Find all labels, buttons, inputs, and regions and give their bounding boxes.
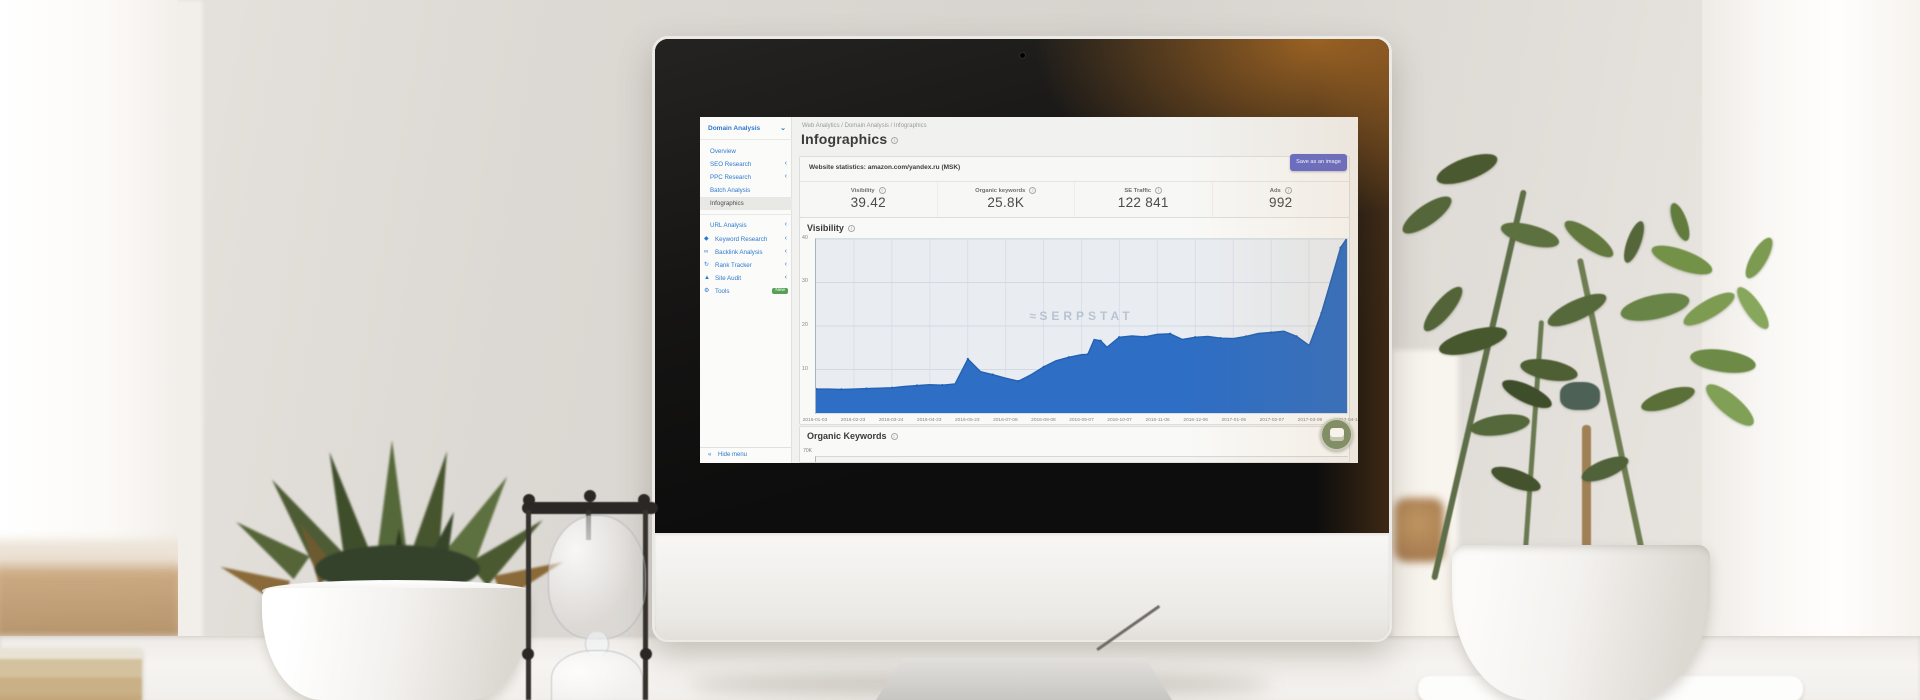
webcam-dot <box>1019 52 1026 59</box>
divider <box>700 139 792 140</box>
stat-value: 992 <box>1269 195 1293 211</box>
chevron-left-icon <box>785 248 787 255</box>
stats-card: Website statistics: amazon.com/yandex.ru… <box>799 156 1350 219</box>
support-stick <box>1582 425 1591 585</box>
serpstat-app: Domain Analysis Overview SEO Research PP… <box>700 117 1358 463</box>
sidebar-item-batch-analysis[interactable]: Batch Analysis <box>710 187 751 194</box>
book <box>0 648 142 700</box>
info-icon[interactable] <box>1029 187 1037 194</box>
sidebar-item-rank-tracker[interactable]: Rank Tracker <box>700 259 792 272</box>
info-icon[interactable] <box>878 187 886 194</box>
site-statistics-line: Website statistics: amazon.com/yandex.ru… <box>809 164 961 171</box>
chevron-left-icon <box>785 173 787 180</box>
window-frame <box>178 0 206 700</box>
sidebar-item-site-audit[interactable]: Site Audit <box>700 272 792 285</box>
chevron-left-icon <box>785 274 787 281</box>
sidebar-item-infographics[interactable]: Infographics <box>700 197 792 210</box>
sidebar-item-ppc-research[interactable]: PPC Research <box>700 171 792 184</box>
sidebar: Domain Analysis Overview SEO Research PP… <box>700 117 792 463</box>
right-pot <box>1452 545 1710 700</box>
visibility-section-title: Visibility <box>807 223 855 233</box>
chevron-left-icon <box>785 261 787 268</box>
x-axis-labels: 2016-01-03 2016-02-23 2016-03-24 2016-04-23… <box>802 418 1358 423</box>
stat-visibility: Visibility39.42 <box>800 182 937 219</box>
wooden-knob-blur <box>1394 498 1444 562</box>
refresh-icon <box>704 262 709 268</box>
page-title: Infographics <box>801 131 899 147</box>
visibility-area-chart[interactable]: SERPSTAT <box>815 238 1348 414</box>
save-screenshot-fab[interactable] <box>1320 418 1353 451</box>
hourglass-upper-bulb <box>548 515 646 639</box>
organic-chart-clipped <box>815 456 1348 462</box>
divider <box>700 214 792 215</box>
info-icon[interactable] <box>1284 187 1292 194</box>
serpstat-watermark: SERPSTAT <box>816 309 1347 323</box>
sidebar-section-domain-analysis[interactable]: Domain Analysis <box>700 122 792 136</box>
y-tick: 20 <box>801 322 808 328</box>
sidebar-item-keyword-research[interactable]: Keyword Research <box>700 233 792 246</box>
gauge-icon <box>704 275 710 281</box>
breadcrumb[interactable]: Web Analytics / Domain Analysis / Infogr… <box>802 123 927 129</box>
left-pot <box>262 588 530 700</box>
info-icon[interactable] <box>891 136 899 144</box>
stat-se-traffic: SE Traffic122 841 <box>1074 182 1212 219</box>
image-icon <box>1330 428 1344 441</box>
gear-icon <box>704 288 709 294</box>
key-icon <box>704 236 709 242</box>
info-icon[interactable] <box>890 433 898 441</box>
sidebar-item-url-analysis[interactable]: URL Analysis <box>700 219 792 232</box>
visibility-chart-svg <box>816 239 1347 413</box>
section-label: Domain Analysis <box>708 125 761 132</box>
stat-organic-keywords: Organic keywords25.8K <box>936 182 1075 219</box>
sidebar-item-overview[interactable]: Overview <box>710 148 736 155</box>
imac-chin <box>655 533 1389 640</box>
right-curtain <box>1702 0 1920 700</box>
chevron-left-icon <box>785 160 787 167</box>
link-icon <box>704 249 708 255</box>
sidebar-item-seo-research[interactable]: SEO Research <box>700 158 792 171</box>
organic-keywords-section-title: Organic Keywords <box>807 431 898 441</box>
y-tick: 10 <box>801 366 808 372</box>
chevron-down-icon <box>780 124 786 132</box>
new-badge: New <box>772 287 788 295</box>
hourglass-lower-bulb <box>551 650 643 700</box>
sidebar-item-backlink-analysis[interactable]: Backlink Analysis <box>700 246 792 259</box>
stat-value: 25.8K <box>987 195 1025 211</box>
imac-stand <box>876 658 1172 700</box>
chevron-left-icon <box>785 235 787 242</box>
y-tick: 40 <box>801 235 808 241</box>
info-icon[interactable] <box>1155 187 1163 194</box>
window-wood-blur <box>0 566 185 644</box>
chevron-left-icon <box>785 221 787 228</box>
stat-value: 122 841 <box>1117 195 1169 211</box>
stats-row: Visibility39.42 Organic keywords25.8K SE… <box>800 181 1349 219</box>
hide-menu-button[interactable]: Hide menu <box>700 447 792 463</box>
y-tick: 30 <box>801 278 808 284</box>
info-icon[interactable] <box>847 225 855 233</box>
organic-first-tick: 70K <box>803 448 812 454</box>
save-as-image-button[interactable]: Save as an image <box>1290 154 1347 171</box>
stat-value: 39.42 <box>850 195 886 211</box>
stat-ads: Ads992 <box>1211 182 1350 219</box>
chevron-double-left-icon <box>708 452 711 458</box>
